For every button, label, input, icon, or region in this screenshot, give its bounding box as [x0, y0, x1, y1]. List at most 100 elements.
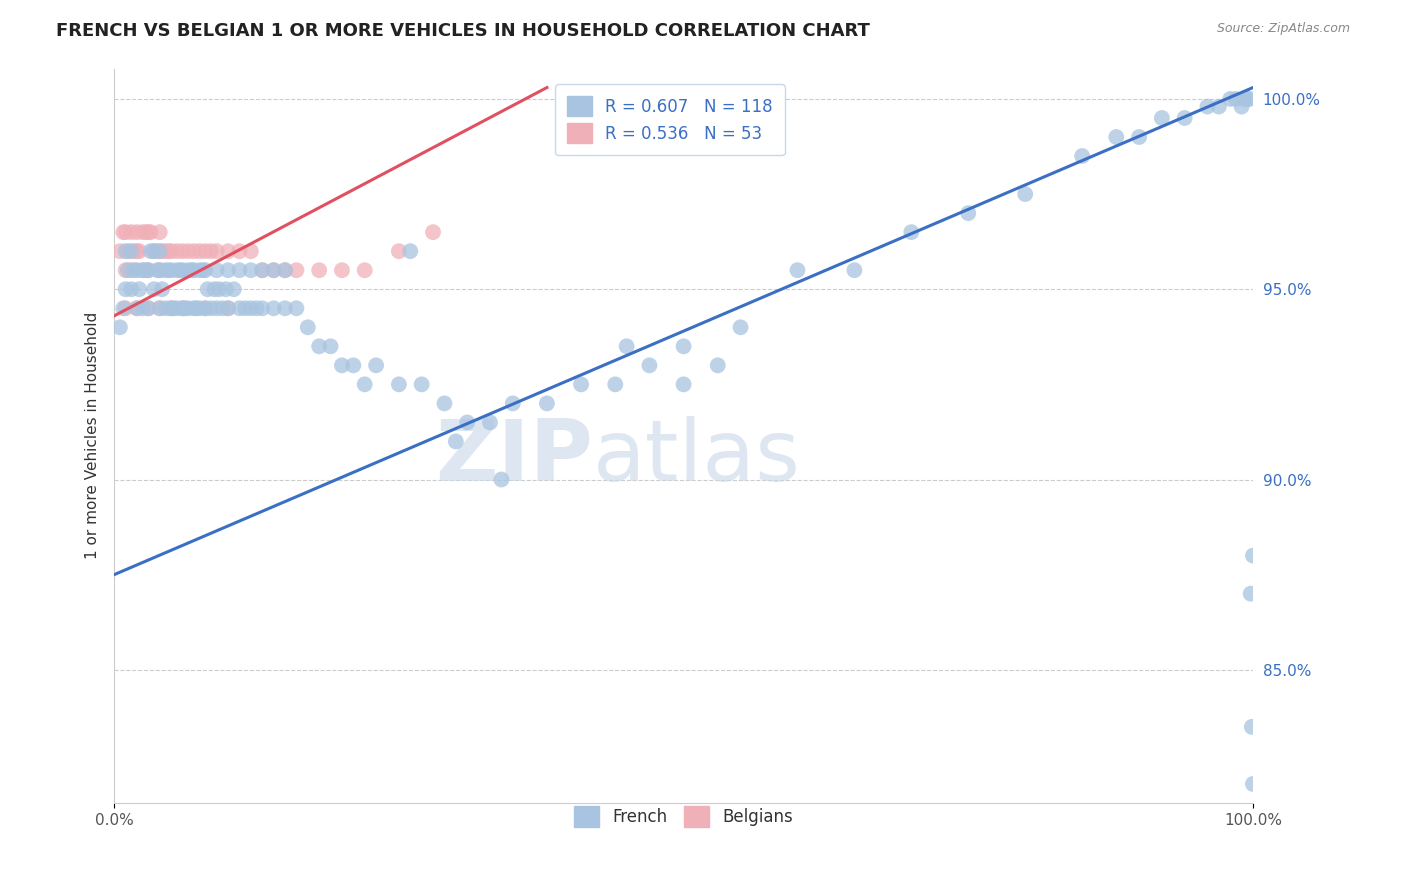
Point — [285, 263, 308, 277]
Point — [706, 359, 728, 373]
Text: Source: ZipAtlas.com: Source: ZipAtlas.com — [1216, 22, 1350, 36]
Point — [456, 416, 478, 430]
Point — [186, 301, 208, 316]
Point — [143, 244, 166, 259]
Point — [166, 301, 188, 316]
Point — [125, 225, 148, 239]
Point — [200, 244, 222, 259]
Point — [128, 244, 150, 259]
Point — [135, 263, 157, 277]
Point — [672, 339, 695, 353]
Point — [388, 244, 411, 259]
Point — [1241, 549, 1264, 563]
Point — [149, 225, 172, 239]
Point — [900, 225, 922, 239]
Point — [330, 359, 353, 373]
Point — [139, 244, 162, 259]
Point — [155, 301, 177, 316]
Point — [491, 473, 513, 487]
Point — [138, 225, 160, 239]
Point — [228, 244, 250, 259]
Point — [215, 282, 238, 296]
Point — [1105, 130, 1128, 145]
Point — [1241, 777, 1264, 791]
Point — [319, 339, 342, 353]
Point — [308, 263, 330, 277]
Point — [108, 320, 131, 334]
Point — [125, 244, 148, 259]
Point — [205, 263, 228, 277]
Point — [274, 263, 297, 277]
Point — [114, 225, 136, 239]
Point — [149, 301, 172, 316]
Point — [166, 244, 188, 259]
Point — [160, 263, 183, 277]
Point — [217, 301, 239, 316]
Point — [411, 377, 433, 392]
Text: FRENCH VS BELGIAN 1 OR MORE VEHICLES IN HOUSEHOLD CORRELATION CHART: FRENCH VS BELGIAN 1 OR MORE VEHICLES IN … — [56, 22, 870, 40]
Point — [128, 282, 150, 296]
Point — [1219, 92, 1241, 106]
Point — [114, 282, 136, 296]
Point — [169, 263, 191, 277]
Point — [202, 282, 225, 296]
Point — [172, 301, 194, 316]
Point — [183, 263, 205, 277]
Point — [146, 244, 169, 259]
Point — [228, 263, 250, 277]
Point — [672, 377, 695, 392]
Point — [388, 377, 411, 392]
Point — [114, 263, 136, 277]
Point — [263, 263, 285, 277]
Point — [125, 263, 148, 277]
Point — [605, 377, 627, 392]
Point — [117, 263, 139, 277]
Point — [433, 396, 456, 410]
Point — [191, 263, 214, 277]
Text: ZIP: ZIP — [434, 417, 592, 500]
Point — [342, 359, 364, 373]
Point — [139, 225, 162, 239]
Point — [1240, 720, 1263, 734]
Point — [957, 206, 980, 220]
Point — [131, 225, 153, 239]
Point — [1197, 99, 1219, 113]
Point — [183, 244, 205, 259]
Point — [188, 301, 211, 316]
Point — [143, 244, 166, 259]
Point — [166, 263, 188, 277]
Point — [1014, 187, 1036, 202]
Point — [172, 263, 194, 277]
Point — [197, 282, 219, 296]
Point — [172, 301, 194, 316]
Point — [228, 301, 250, 316]
Point — [194, 301, 217, 316]
Point — [252, 263, 274, 277]
Point — [1071, 149, 1094, 163]
Point — [194, 263, 217, 277]
Point — [211, 301, 233, 316]
Point — [138, 301, 160, 316]
Point — [112, 225, 135, 239]
Point — [120, 244, 142, 259]
Point — [1208, 99, 1230, 113]
Point — [274, 263, 297, 277]
Point — [252, 301, 274, 316]
Point — [194, 244, 217, 259]
Point — [330, 263, 353, 277]
Point — [222, 282, 245, 296]
Point — [208, 282, 231, 296]
Point — [200, 301, 222, 316]
Point — [786, 263, 808, 277]
Point — [399, 244, 422, 259]
Point — [114, 301, 136, 316]
Y-axis label: 1 or more Vehicles in Household: 1 or more Vehicles in Household — [86, 312, 100, 559]
Point — [1128, 130, 1150, 145]
Point — [177, 263, 200, 277]
Point — [194, 301, 217, 316]
Point — [143, 282, 166, 296]
Point — [205, 301, 228, 316]
Point — [239, 263, 262, 277]
Point — [131, 263, 153, 277]
Point — [274, 301, 297, 316]
